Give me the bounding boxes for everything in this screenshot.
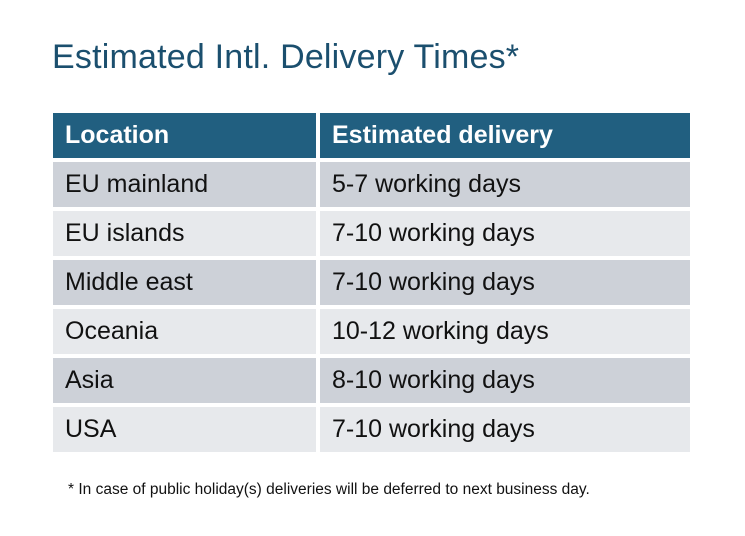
cell-location: EU islands (53, 211, 316, 256)
cell-location: EU mainland (53, 162, 316, 207)
cell-location: Middle east (53, 260, 316, 305)
cell-location: Oceania (53, 309, 316, 354)
cell-delivery: 8-10 working days (320, 358, 690, 403)
cell-delivery: 7-10 working days (320, 211, 690, 256)
footnote: * In case of public holiday(s) deliverie… (68, 481, 590, 498)
cell-delivery: 5-7 working days (320, 162, 690, 207)
header-location: Location (53, 113, 316, 158)
cell-location: Asia (53, 358, 316, 403)
cell-delivery: 7-10 working days (320, 407, 690, 452)
cell-location: USA (53, 407, 316, 452)
page-title: Estimated Intl. Delivery Times* (52, 38, 520, 76)
delivery-table: Location Estimated delivery EU mainland … (53, 113, 690, 452)
cell-delivery: 10-12 working days (320, 309, 690, 354)
header-estimated-delivery: Estimated delivery (320, 113, 690, 158)
cell-delivery: 7-10 working days (320, 260, 690, 305)
